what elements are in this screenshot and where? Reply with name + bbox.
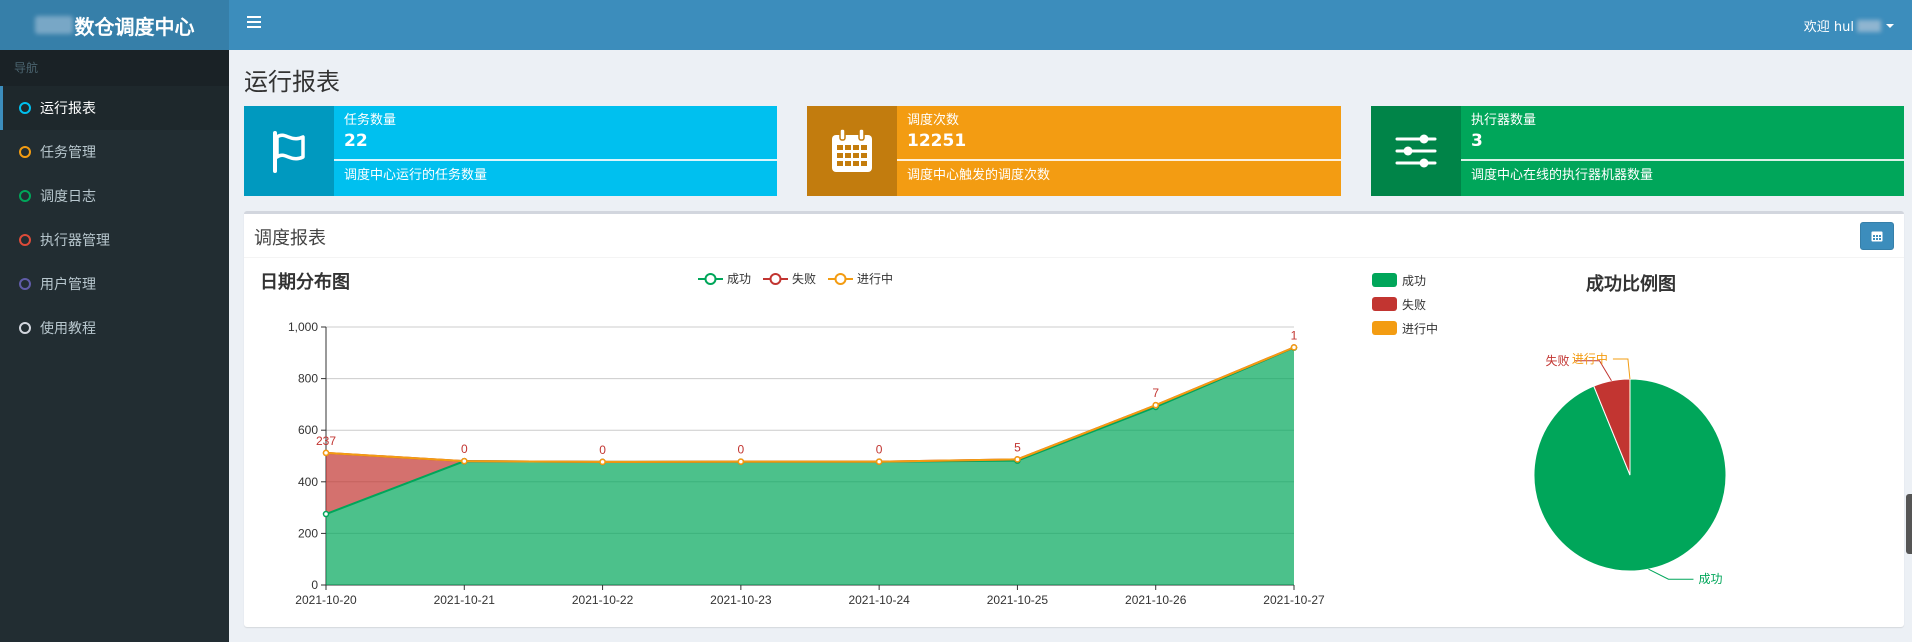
info-box-divider bbox=[897, 159, 1341, 161]
info-box-number: 22 bbox=[344, 131, 368, 151]
legend-label: 进行中 bbox=[1402, 321, 1439, 336]
info-box-title: 执行器数量 bbox=[1471, 113, 1537, 128]
sidebar-item-label: 任务管理 bbox=[40, 145, 96, 161]
info-box-title: 调度次数 bbox=[907, 113, 960, 128]
info-box-divider bbox=[1461, 159, 1904, 161]
info-box-desc: 调度中心在线的执行器机器数量 bbox=[1471, 168, 1654, 183]
sidebar-item[interactable]: 任务管理 bbox=[0, 130, 229, 174]
info-box-task-count: 任务数量 22 调度中心运行的任务数量 bbox=[244, 106, 777, 196]
line-chart-legend: 成功 失败 进行中 bbox=[698, 270, 905, 287]
line-chart-title: 日期分布图 bbox=[260, 272, 350, 293]
legend-swatch bbox=[1372, 273, 1397, 287]
info-box-divider bbox=[334, 159, 777, 161]
user-menu[interactable]: 欢迎 hul bbox=[1804, 16, 1894, 35]
sidebar-item-label: 用户管理 bbox=[40, 277, 96, 293]
page-title: 运行报表 bbox=[244, 68, 340, 96]
calendar-icon bbox=[1871, 231, 1883, 242]
legend-label: 成功 bbox=[1402, 273, 1427, 288]
circle-icon bbox=[19, 190, 31, 202]
pie-legend-item[interactable]: 失败 bbox=[1372, 292, 1438, 316]
sidebar-item-label: 使用教程 bbox=[40, 321, 96, 337]
info-box-executor-count: 执行器数量 3 调度中心在线的执行器机器数量 bbox=[1371, 106, 1904, 196]
sidebar-item-label: 运行报表 bbox=[40, 101, 96, 117]
legend-item[interactable]: 失败 bbox=[763, 270, 816, 287]
sidebar-item[interactable]: 调度日志 bbox=[0, 174, 229, 218]
legend-symbol bbox=[698, 272, 723, 285]
sidebar-item-label: 执行器管理 bbox=[40, 233, 110, 249]
info-box-number: 12251 bbox=[907, 131, 967, 151]
sidebar-item[interactable]: 使用教程 bbox=[0, 306, 229, 350]
legend-swatch bbox=[1372, 321, 1397, 335]
legend-item[interactable]: 成功 bbox=[698, 270, 751, 287]
info-box-desc: 调度中心触发的调度次数 bbox=[907, 168, 1051, 183]
report-title: 调度报表 bbox=[254, 228, 326, 249]
circle-icon bbox=[19, 102, 31, 114]
pie-legend-item[interactable]: 成功 bbox=[1372, 268, 1438, 292]
info-box-desc: 调度中心运行的任务数量 bbox=[344, 168, 488, 183]
report-box-header: 调度报表 bbox=[244, 214, 1904, 258]
circle-icon bbox=[19, 278, 31, 290]
legend-symbol bbox=[828, 272, 854, 285]
brand-name: 数仓调度中心 bbox=[74, 14, 195, 39]
info-box-number: 3 bbox=[1471, 131, 1483, 151]
calendar-icon bbox=[807, 106, 897, 196]
brand-logo[interactable]: 数仓调度中心 bbox=[0, 0, 229, 50]
date-range-button[interactable] bbox=[1860, 222, 1894, 250]
legend-swatch bbox=[1372, 297, 1397, 311]
sidebar-item-label: 调度日志 bbox=[40, 189, 96, 205]
circle-icon bbox=[19, 234, 31, 246]
legend-label: 成功 bbox=[727, 272, 752, 286]
legend-label: 进行中 bbox=[857, 272, 894, 286]
sidebar-item[interactable]: 用户管理 bbox=[0, 262, 229, 306]
legend-symbol bbox=[763, 272, 789, 285]
legend-item[interactable]: 进行中 bbox=[828, 270, 893, 287]
pie-legend-item[interactable]: 进行中 bbox=[1372, 316, 1438, 340]
legend-label: 失败 bbox=[1402, 297, 1427, 312]
flag-icon bbox=[244, 106, 334, 196]
sidebar-toggle-icon[interactable] bbox=[247, 16, 261, 29]
info-box-trigger-count: 调度次数 12251 调度中心触发的调度次数 bbox=[807, 106, 1341, 196]
pie-chart-legend: 成功 失败 进行中 bbox=[1372, 268, 1438, 340]
circle-icon bbox=[19, 146, 31, 158]
caret-down-icon bbox=[1886, 23, 1894, 28]
info-box-title: 任务数量 bbox=[344, 113, 397, 128]
circle-icon bbox=[19, 322, 31, 334]
sliders-icon bbox=[1371, 106, 1461, 196]
pie-chart-title: 成功比例图 bbox=[1586, 274, 1676, 295]
sidebar-item[interactable]: 执行器管理 bbox=[0, 218, 229, 262]
legend-label: 失败 bbox=[792, 272, 817, 286]
redacted-username bbox=[1857, 19, 1881, 32]
page-scrollbar[interactable] bbox=[1906, 494, 1912, 554]
top-navbar: 欢迎 hul bbox=[229, 0, 1912, 50]
redacted-logo-text bbox=[34, 16, 73, 34]
welcome-text: 欢迎 hul bbox=[1803, 20, 1854, 35]
nav-header: 导航 bbox=[0, 50, 229, 86]
sidebar: 数仓调度中心 导航 运行报表任务管理调度日志执行器管理用户管理使用教程 bbox=[0, 0, 229, 642]
nav-list: 运行报表任务管理调度日志执行器管理用户管理使用教程 bbox=[0, 86, 229, 350]
sidebar-item[interactable]: 运行报表 bbox=[0, 86, 229, 130]
